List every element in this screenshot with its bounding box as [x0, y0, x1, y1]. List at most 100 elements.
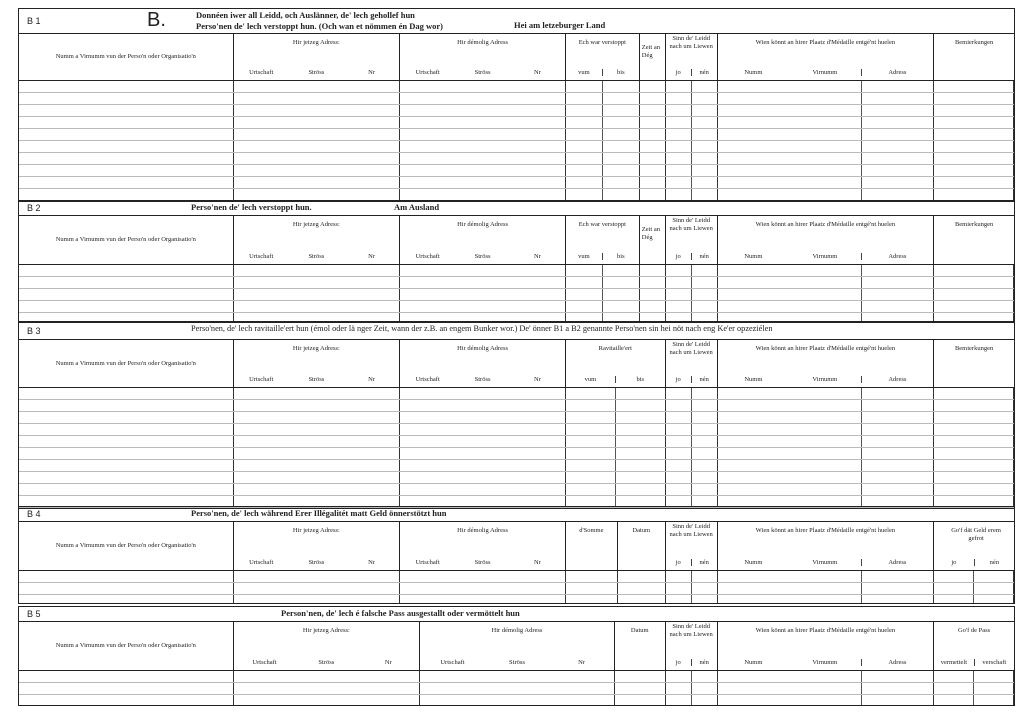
column-sublabel: Virnumm	[812, 659, 838, 666]
body-column-sinn[interactable]	[666, 571, 718, 603]
body-subcolumn[interactable]	[934, 671, 973, 705]
body-subcolumn[interactable]	[789, 571, 861, 603]
column-sublabels: Urtschaft Ströss Nr	[234, 253, 400, 260]
body-column-name[interactable]	[19, 571, 234, 603]
column-label: Hir démolig Adress	[457, 345, 509, 352]
body-column-name[interactable]	[19, 81, 234, 201]
column-header-geld: Go'f dät Geld erem gefrot jo nén	[934, 522, 1014, 570]
body-column-wien[interactable]	[718, 571, 935, 603]
column-label: Hir jetzeg Adress:	[292, 527, 340, 534]
body-column-name[interactable]	[19, 671, 234, 705]
body-column-wien[interactable]	[718, 265, 935, 321]
body-subcolumn[interactable]	[860, 265, 934, 321]
column-header-sinn: Sinn de' Leidd nach um Liewen jo nén	[666, 622, 718, 670]
body-column-sinn[interactable]	[666, 388, 718, 508]
body-column-zeit[interactable]	[640, 81, 666, 201]
body-subcolumn[interactable]	[666, 388, 691, 508]
body-subcolumn[interactable]	[601, 265, 639, 321]
body-column-name[interactable]	[19, 265, 234, 321]
body-subcolumn[interactable]	[690, 388, 717, 508]
column-label: Datum	[630, 627, 649, 634]
column-sublabel: Adress	[860, 376, 934, 383]
body-column-demolig[interactable]	[400, 81, 566, 201]
body-subcolumn[interactable]	[566, 81, 602, 201]
body-column-demolig[interactable]	[400, 265, 566, 321]
section-code: B 2	[27, 203, 41, 213]
body-column-pass[interactable]	[934, 671, 1014, 705]
body-column-datum[interactable]	[615, 671, 666, 705]
column-sublabels: Urtschaft Ströss Nr	[234, 559, 400, 566]
column-label: Numm a Virnumm vun der Perso'n oder Orga…	[55, 642, 196, 650]
body-column-sinn[interactable]	[666, 265, 718, 321]
body-column-wien[interactable]	[718, 671, 935, 705]
body-subcolumn[interactable]	[566, 265, 602, 321]
column-sublabel: Adress	[860, 659, 934, 666]
body-column-bem[interactable]	[934, 265, 1015, 321]
body-subcolumn[interactable]	[690, 571, 717, 603]
column-sublabel: jo	[675, 69, 681, 76]
body-subcolumn[interactable]	[690, 81, 717, 201]
column-sublabels: Urtschaft Ströss Nr	[400, 559, 565, 566]
column-sublabel: vum	[578, 253, 590, 260]
body-subcolumn[interactable]	[789, 388, 861, 508]
body-column-wien[interactable]	[718, 388, 935, 508]
body-column-datum[interactable]	[618, 571, 666, 603]
body-column-jetzeg[interactable]	[234, 571, 401, 603]
body-column-demolig[interactable]	[400, 571, 566, 603]
body-subcolumn[interactable]	[860, 571, 934, 603]
body-column-sinn[interactable]	[666, 81, 718, 201]
body-subcolumn[interactable]	[666, 265, 691, 321]
body-subcolumn[interactable]	[789, 671, 861, 705]
body-subcolumn[interactable]	[718, 81, 790, 201]
column-label: Ech war verstoppt	[578, 221, 626, 228]
body-subcolumn[interactable]	[666, 81, 691, 201]
body-subcolumn[interactable]	[601, 81, 639, 201]
body-column-somme[interactable]	[566, 571, 618, 603]
body-column-jetzeg[interactable]	[234, 265, 401, 321]
column-sublabel: Numm	[744, 253, 763, 260]
column-sublabels: Urtschaft Ströss Nr	[234, 659, 420, 666]
body-column-sinn[interactable]	[666, 671, 718, 705]
column-label: Numm a Virnumm vun der Perso'n oder Orga…	[55, 359, 196, 367]
body-column-name[interactable]	[19, 388, 234, 508]
body-subcolumn[interactable]	[566, 388, 615, 508]
body-subcolumn[interactable]	[718, 388, 790, 508]
body-column-bem[interactable]	[934, 81, 1015, 201]
body-column-geld[interactable]	[934, 571, 1014, 603]
body-subcolumn[interactable]	[789, 265, 861, 321]
body-subcolumn[interactable]	[718, 265, 790, 321]
column-header-name: Numm a Virnumm vun der Perso'n oder Orga…	[19, 522, 234, 570]
column-sublabels: Numm Virnumm Adress	[718, 69, 934, 76]
column-sublabel: Urtschaft	[415, 253, 440, 260]
body-column-jetzeg[interactable]	[234, 671, 421, 705]
body-column-verstoppt[interactable]	[566, 265, 640, 321]
body-column-demolig[interactable]	[420, 671, 615, 705]
body-subcolumn[interactable]	[860, 81, 934, 201]
body-column-jetzeg[interactable]	[234, 388, 401, 508]
body-subcolumn[interactable]	[690, 671, 717, 705]
body-subcolumn[interactable]	[666, 571, 691, 603]
body-column-demolig[interactable]	[400, 388, 566, 508]
body-column-wien[interactable]	[718, 81, 935, 201]
body-column-zeit[interactable]	[640, 265, 666, 321]
body-column-jetzeg[interactable]	[234, 81, 401, 201]
body-subcolumn[interactable]	[973, 671, 1013, 705]
body-subcolumn[interactable]	[860, 388, 934, 508]
body-column-ravit[interactable]	[566, 388, 666, 508]
body-column-bem[interactable]	[934, 388, 1014, 508]
body-column-verstoppt[interactable]	[566, 81, 640, 201]
section-b4: B 4 Perso'nen, de' lech während Erer Illé…	[18, 506, 1015, 604]
body-subcolumn[interactable]	[789, 81, 861, 201]
column-sublabel: Numm	[744, 69, 763, 76]
body-subcolumn[interactable]	[934, 571, 973, 603]
body-subcolumn[interactable]	[614, 388, 665, 508]
body-subcolumn[interactable]	[860, 671, 934, 705]
body-subcolumn[interactable]	[718, 571, 790, 603]
body-subcolumn[interactable]	[718, 671, 790, 705]
column-label: Hir démolig Adress	[457, 527, 509, 534]
column-sublabel: jo	[675, 559, 681, 566]
body-subcolumn[interactable]	[666, 671, 691, 705]
body-subcolumn[interactable]	[690, 265, 717, 321]
column-sublabels: Numm Virnumm Adress	[718, 559, 934, 566]
body-subcolumn[interactable]	[973, 571, 1013, 603]
